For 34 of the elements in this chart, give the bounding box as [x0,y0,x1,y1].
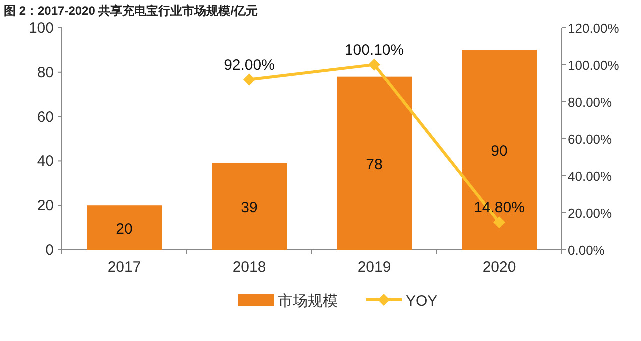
y2-tick-label: 0.00% [568,243,606,258]
x-tick-label: 2018 [232,259,266,276]
y-tick-label: 20 [37,198,54,215]
bar [462,50,537,250]
data-label: 92.00% [224,56,275,74]
data-label: 14.80% [474,200,525,217]
y2-tick-label: 40.00% [568,169,613,184]
data-label: 78 [366,156,383,174]
x-tick-label: 2019 [358,259,392,276]
data-label: 20 [116,220,133,238]
bar [212,163,287,250]
bar [87,206,162,250]
y-tick-label: 60 [37,108,54,126]
data-label: 90 [491,143,508,160]
point [368,58,380,71]
x-tick-label: 2020 [482,259,516,276]
bar [337,76,412,250]
legend-label: 市场规模 [278,293,338,310]
y-tick-label: 80 [37,64,54,82]
data-label: 100.10% [344,42,404,59]
point [494,216,506,229]
x-tick-label: 2017 [108,259,142,276]
legend-label: YOY [406,293,438,310]
y-tick-label: 0 [46,242,54,259]
data-label: 39 [241,200,258,217]
y-tick-label: 40 [37,153,54,170]
chart-title: 图 2：2017-2020 共享充电宝行业市场规模/亿元 [4,4,258,18]
y-tick-label: 100 [28,20,54,37]
point [244,74,256,86]
y2-tick-label: 20.00% [568,206,613,221]
y2-tick-label: 120.00% [568,21,620,36]
y2-tick-label: 80.00% [568,95,613,110]
y2-tick-label: 100.00% [568,58,620,73]
y2-tick-label: 60.00% [568,132,613,147]
